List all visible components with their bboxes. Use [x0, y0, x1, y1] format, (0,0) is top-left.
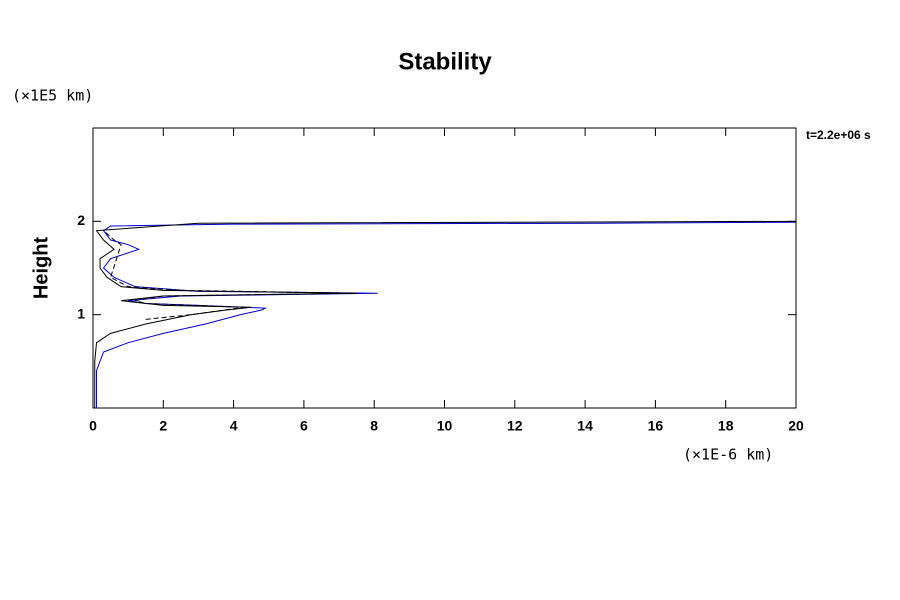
x-tick-label: 14 — [577, 418, 593, 434]
line-series — [103, 230, 357, 320]
annotation: t=2.2e+06 s — [806, 128, 871, 142]
x-tick-label: 2 — [159, 418, 167, 434]
x-tick-label: 0 — [89, 418, 97, 434]
chart-title: Stability — [398, 48, 492, 75]
x-tick-label: 18 — [718, 418, 734, 434]
x-tick-label: 20 — [788, 418, 804, 434]
plot-frame — [92, 127, 797, 409]
y-unit: (×1E5 km) — [12, 87, 93, 105]
x-tick-label: 16 — [648, 418, 664, 434]
y-tick-label: 1 — [77, 305, 85, 321]
y-axis-label: Height — [30, 237, 52, 300]
x-tick-label: 12 — [507, 418, 523, 434]
x-unit: (×1E-6 km) — [683, 446, 773, 464]
line-series — [94, 220, 797, 408]
x-tick-label: 6 — [300, 418, 308, 434]
x-tick-label: 10 — [437, 418, 453, 434]
x-tick-label: 4 — [230, 418, 238, 434]
x-tick-label: 8 — [370, 418, 378, 434]
line-series — [96, 221, 797, 408]
y-tick-label: 2 — [77, 212, 85, 228]
